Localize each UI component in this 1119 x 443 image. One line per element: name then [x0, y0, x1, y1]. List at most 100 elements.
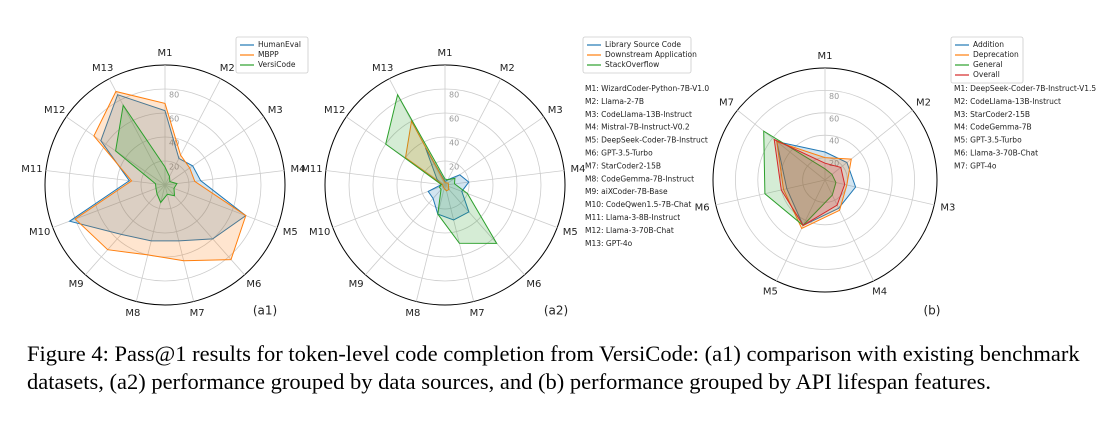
model-legend: M4: Mistral-7B-Instruct-V0.2: [585, 123, 690, 132]
r-tick-label: 40: [449, 139, 459, 148]
legend-label: General: [973, 60, 1003, 69]
model-legend: M5: DeepSeek-Coder-7B-Instruct: [585, 136, 708, 145]
model-legend: M8: CodeGemma-7B-Instruct: [585, 174, 694, 183]
axis-label: M10: [309, 227, 330, 238]
axis-label: M6: [695, 203, 710, 214]
legend-label: Downstream Application: [605, 50, 697, 59]
series-area: [385, 93, 498, 244]
series-area: [776, 140, 852, 230]
spoke: [164, 78, 222, 186]
caption: Figure 4: Pass@1 results for token-level…: [27, 341, 1080, 394]
spoke: [164, 170, 285, 186]
r-tick-label: 60: [449, 115, 459, 124]
panel-label: (a2): [544, 304, 568, 318]
spoke: [85, 184, 166, 276]
axis-label: M3: [548, 105, 563, 116]
axis-label: M9: [69, 279, 84, 290]
axis-label: M12: [44, 105, 65, 116]
legend-label: StackOverflow: [605, 60, 659, 69]
spoke: [824, 179, 935, 206]
axis-label: M3: [940, 203, 955, 214]
axis-label: M2: [500, 63, 515, 74]
spoke: [824, 109, 913, 181]
spoke: [776, 179, 826, 282]
model-legend: M2: Llama-2-7B: [585, 97, 644, 106]
legend-label: VersiCode: [258, 60, 296, 69]
spoke: [444, 184, 525, 276]
model-legend: M2: CodeLlama-13B-Instruct: [954, 97, 1061, 106]
r-tick-label: 60: [169, 115, 179, 124]
r-tick-label: 60: [829, 114, 839, 123]
axis-label: M6: [526, 279, 541, 290]
spoke: [332, 184, 446, 228]
axis-label: M1: [818, 51, 833, 62]
spoke: [135, 184, 166, 302]
axis-label: M2: [220, 63, 235, 74]
r-tick-label: 40: [829, 137, 839, 146]
legend-label: Overall: [973, 70, 1000, 79]
axis-label: M13: [372, 63, 393, 74]
legend-label: MBPP: [258, 50, 279, 59]
model-legend: M10: CodeQwen1.5-7B-Chat: [585, 200, 691, 209]
model-legend: M9: aiXCoder-7B-Base: [585, 187, 668, 196]
axis-label: M2: [916, 98, 931, 109]
series-area: [74, 90, 247, 262]
spoke: [444, 184, 558, 228]
spoke: [444, 116, 544, 186]
axis-label: M7: [470, 308, 485, 319]
spoke: [444, 78, 502, 186]
series-area: [68, 94, 247, 242]
axis-label: M4: [291, 164, 306, 175]
axis-label: M10: [29, 227, 50, 238]
r-tick-label: 80: [449, 91, 459, 100]
axis-label: M12: [324, 105, 345, 116]
model-legend: M5: GPT-3.5-Turbo: [954, 136, 1022, 145]
panel-label: (b): [924, 304, 941, 318]
model-legend: M6: GPT-3.5-Turbo: [585, 149, 653, 158]
spoke: [164, 184, 278, 228]
axis-label: M8: [125, 308, 140, 319]
axis-label: M7: [719, 98, 734, 109]
spoke: [365, 184, 446, 276]
model-legend: M13: GPT-4o: [585, 239, 633, 248]
model-legend: M3: StarCoder2-15B: [954, 110, 1030, 119]
axis-label: M4: [571, 164, 586, 175]
axis-label: M4: [872, 287, 887, 298]
model-legend: M7: GPT-4o: [954, 161, 997, 170]
series-area: [763, 130, 837, 227]
r-tick-label: 80: [169, 91, 179, 100]
series-area: [115, 103, 178, 204]
model-legend: M3: CodeLlama-13B-Instruct: [585, 110, 692, 119]
axis-label: M1: [438, 48, 453, 59]
axis-label: M11: [301, 164, 322, 175]
series-area: [404, 119, 450, 192]
r-tick-label: 80: [829, 92, 839, 101]
legend-label: HumanEval: [258, 40, 301, 49]
model-legend: M7: StarCoder2-15B: [585, 161, 661, 170]
model-legend: M1: DeepSeek-Coder-7B-Instruct-V1.5: [954, 84, 1096, 93]
model-legend: M11: Llama-3-8B-Instruct: [585, 213, 680, 222]
legend-box: [235, 36, 309, 74]
legend-box: [582, 36, 692, 74]
legend-label: Addition: [973, 40, 1004, 49]
legend-label: Deprecation: [973, 50, 1019, 59]
spoke: [715, 179, 826, 206]
axis-label: M1: [158, 48, 173, 59]
legend-box: [950, 36, 1024, 84]
model-legend: M4: CodeGemma-7B: [954, 123, 1032, 132]
model-legend: M6: Llama-3-70B-Chat: [954, 149, 1038, 158]
panel-label: (a1): [253, 304, 277, 318]
model-legend: M1: WizardCoder-Python-7B-V1.0: [585, 84, 709, 93]
axis-label: M8: [405, 308, 420, 319]
legend-label: Library Source Code: [605, 40, 681, 49]
model-legend: M12: Llama-3-70B-Chat: [585, 226, 674, 235]
axis-label: M13: [92, 63, 113, 74]
series-area: [425, 147, 470, 221]
r-tick-label: 20: [829, 159, 839, 168]
axis-label: M7: [190, 308, 205, 319]
spoke: [824, 179, 874, 282]
spoke: [415, 184, 446, 302]
spoke: [737, 109, 826, 181]
spoke: [108, 78, 166, 186]
